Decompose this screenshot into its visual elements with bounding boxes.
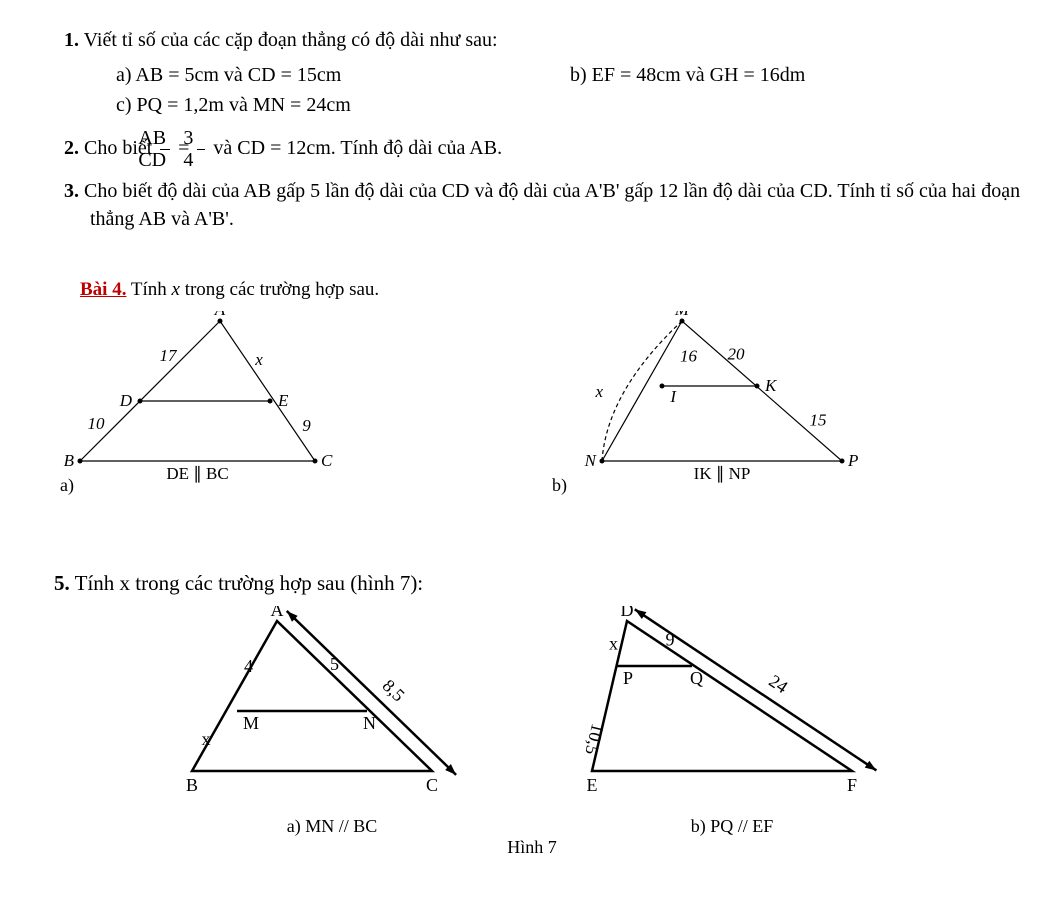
p1-subparts: a) AB = 5cm và CD = 15cm b) EF = 48cm và… [40,60,1024,120]
p3-number: 3. [64,180,79,202]
svg-text:M: M [243,713,259,733]
frac-den: CD [160,150,170,171]
p5-figures: A B C M N 4 5 8,5 x a) MN // BC D E [40,606,1024,837]
svg-text:20: 20 [728,344,746,363]
p1-a: a) AB = 5cm và CD = 15cm [116,60,570,90]
svg-text:5: 5 [330,654,339,674]
svg-text:x: x [609,633,618,653]
fig5b-caption: b) PQ // EF [532,816,932,837]
hinh7-label: Hình 7 [40,837,1024,858]
svg-text:C: C [321,451,333,470]
triangle-5b-svg: D E F P Q 9 24 10,5 x [532,606,932,816]
svg-text:x: x [202,729,211,749]
svg-text:C: C [426,775,438,795]
bai4-label: Bài 4. [80,279,126,300]
svg-text:K: K [764,376,778,395]
p1-c: c) PQ = 1,2m và MN = 24cm [116,90,1024,120]
svg-text:9: 9 [666,629,675,649]
svg-text:16: 16 [680,346,698,365]
svg-text:10: 10 [88,414,106,433]
svg-text:DE ∥ BC: DE ∥ BC [166,464,228,483]
svg-text:24: 24 [765,670,791,697]
fig-a-label: a) [60,475,74,496]
triangle-5a-svg: A B C M N 4 5 8,5 x [132,606,532,816]
problem-1: 1. Viết tỉ số của các cặp đoạn thẳng có … [40,26,1024,54]
svg-text:F: F [847,775,857,795]
svg-text:N: N [584,451,598,470]
p5-text: Tính x trong các trường hợp sau (hình 7)… [75,571,424,595]
p1-number: 1. [64,29,79,51]
figure-a: A B C D E 17 x 10 9 DE ∥ BC a) [40,311,532,501]
bai4-text2: trong các trường hợp sau. [185,279,379,300]
svg-text:P: P [623,668,633,688]
svg-text:D: D [119,391,133,410]
svg-text:15: 15 [810,410,827,429]
svg-text:N: N [363,713,376,733]
svg-text:B: B [64,451,75,470]
frac-num2: 3 [197,128,205,150]
bai4-figures: A B C D E 17 x 10 9 DE ∥ BC a) M [40,311,1024,501]
frac-3-4: 3 4 [197,128,205,171]
fig5a-caption: a) MN // BC [132,816,532,837]
p2-number: 2. [64,137,79,159]
figure-b: M N P I K 16 20 x 15 IK ∥ NP b) [532,311,1024,501]
svg-text:x: x [594,382,603,401]
svg-text:17: 17 [160,346,179,365]
svg-text:P: P [847,451,858,470]
triangle-b-svg: M N P I K 16 20 x 15 IK ∥ NP b) [532,311,992,501]
svg-text:IK ∥ NP: IK ∥ NP [694,464,751,483]
svg-text:M: M [674,311,690,319]
svg-text:E: E [277,391,289,410]
p1-b: b) EF = 48cm và GH = 16dm [570,60,1024,90]
frac-num: AB [160,128,170,150]
triangle-a-svg: A B C D E 17 x 10 9 DE ∥ BC a) [40,311,500,501]
p2-post: và CD = 12cm. Tính độ dài của AB. [213,137,502,159]
problem-3: 3. Cho biết độ dài của AB gấp 5 lần độ d… [40,177,1024,233]
frac-ab-cd: AB CD [160,128,170,171]
svg-text:I: I [669,387,677,406]
bai4-text: Tính [131,279,172,300]
svg-text:A: A [271,606,284,620]
svg-text:9: 9 [302,416,311,435]
problem-5: 5. Tính x trong các trường hợp sau (hình… [40,571,1024,596]
p1-text: Viết tỉ số của các cặp đoạn thẳng có độ … [84,29,498,51]
frac-den2: 4 [197,150,205,171]
svg-text:A: A [214,311,226,319]
svg-text:8,5: 8,5 [379,675,409,705]
svg-text:E: E [587,775,598,795]
svg-text:B: B [186,775,198,795]
svg-text:Q: Q [690,668,703,688]
figure-5b: D E F P Q 9 24 10,5 x b) PQ // EF [532,606,932,837]
problem-2: 2. Cho biết AB CD = 3 4 và CD = 12cm. Tí… [40,126,1024,171]
svg-text:10,5: 10,5 [581,721,608,756]
svg-text:x: x [254,350,263,369]
svg-text:D: D [621,606,634,620]
figure-5a: A B C M N 4 5 8,5 x a) MN // BC [132,606,532,837]
p3-text: Cho biết độ dài của AB gấp 5 lần độ dài … [84,180,1020,230]
bai4-title: Bài 4. Tính x trong các trường hợp sau. [40,279,1024,301]
svg-text:4: 4 [244,656,253,676]
bai4-var: x [172,279,180,300]
fig-b-label: b) [552,475,567,496]
p5-number: 5. [54,571,70,595]
